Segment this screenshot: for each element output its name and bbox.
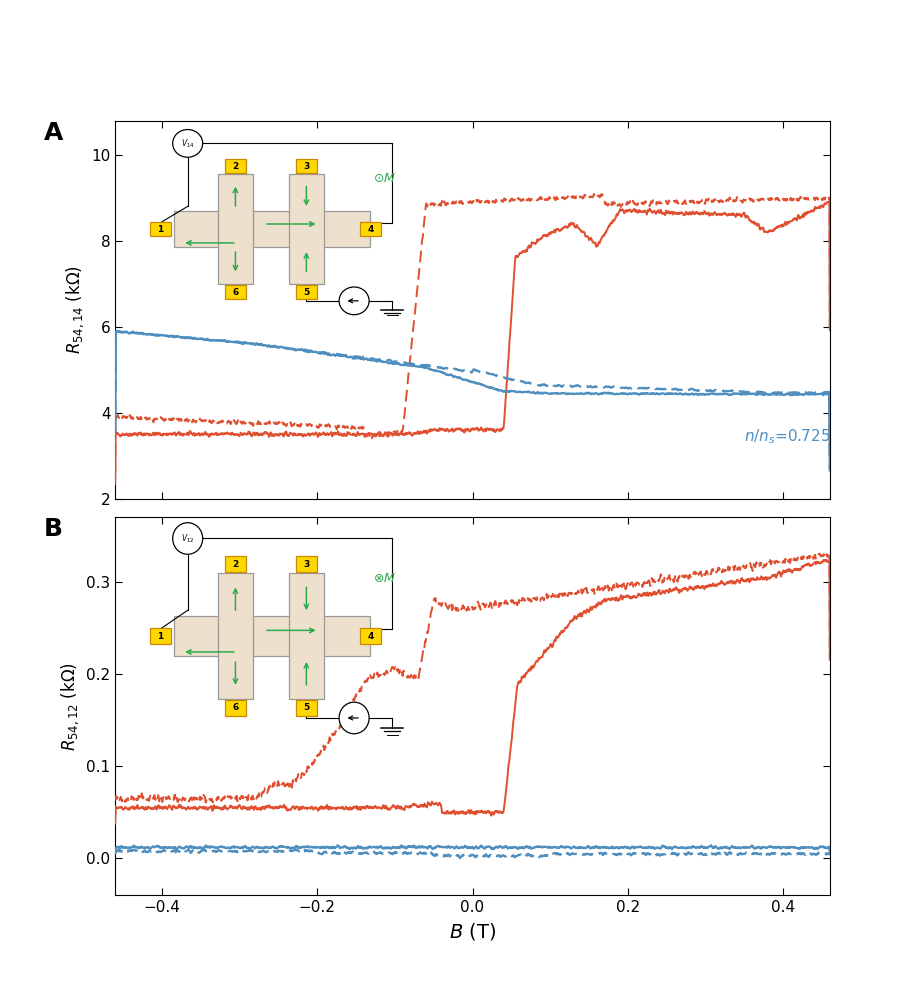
- Y-axis label: $R_{54,14}$ (k$\Omega$): $R_{54,14}$ (k$\Omega$): [64, 266, 86, 354]
- X-axis label: $B$ (T): $B$ (T): [449, 920, 496, 942]
- Text: B: B: [43, 517, 63, 541]
- Text: A: A: [43, 121, 64, 145]
- Y-axis label: $R_{54,12}$ (k$\Omega$): $R_{54,12}$ (k$\Omega$): [59, 662, 80, 750]
- Text: $n/n_s$=0.725: $n/n_s$=0.725: [744, 428, 831, 447]
